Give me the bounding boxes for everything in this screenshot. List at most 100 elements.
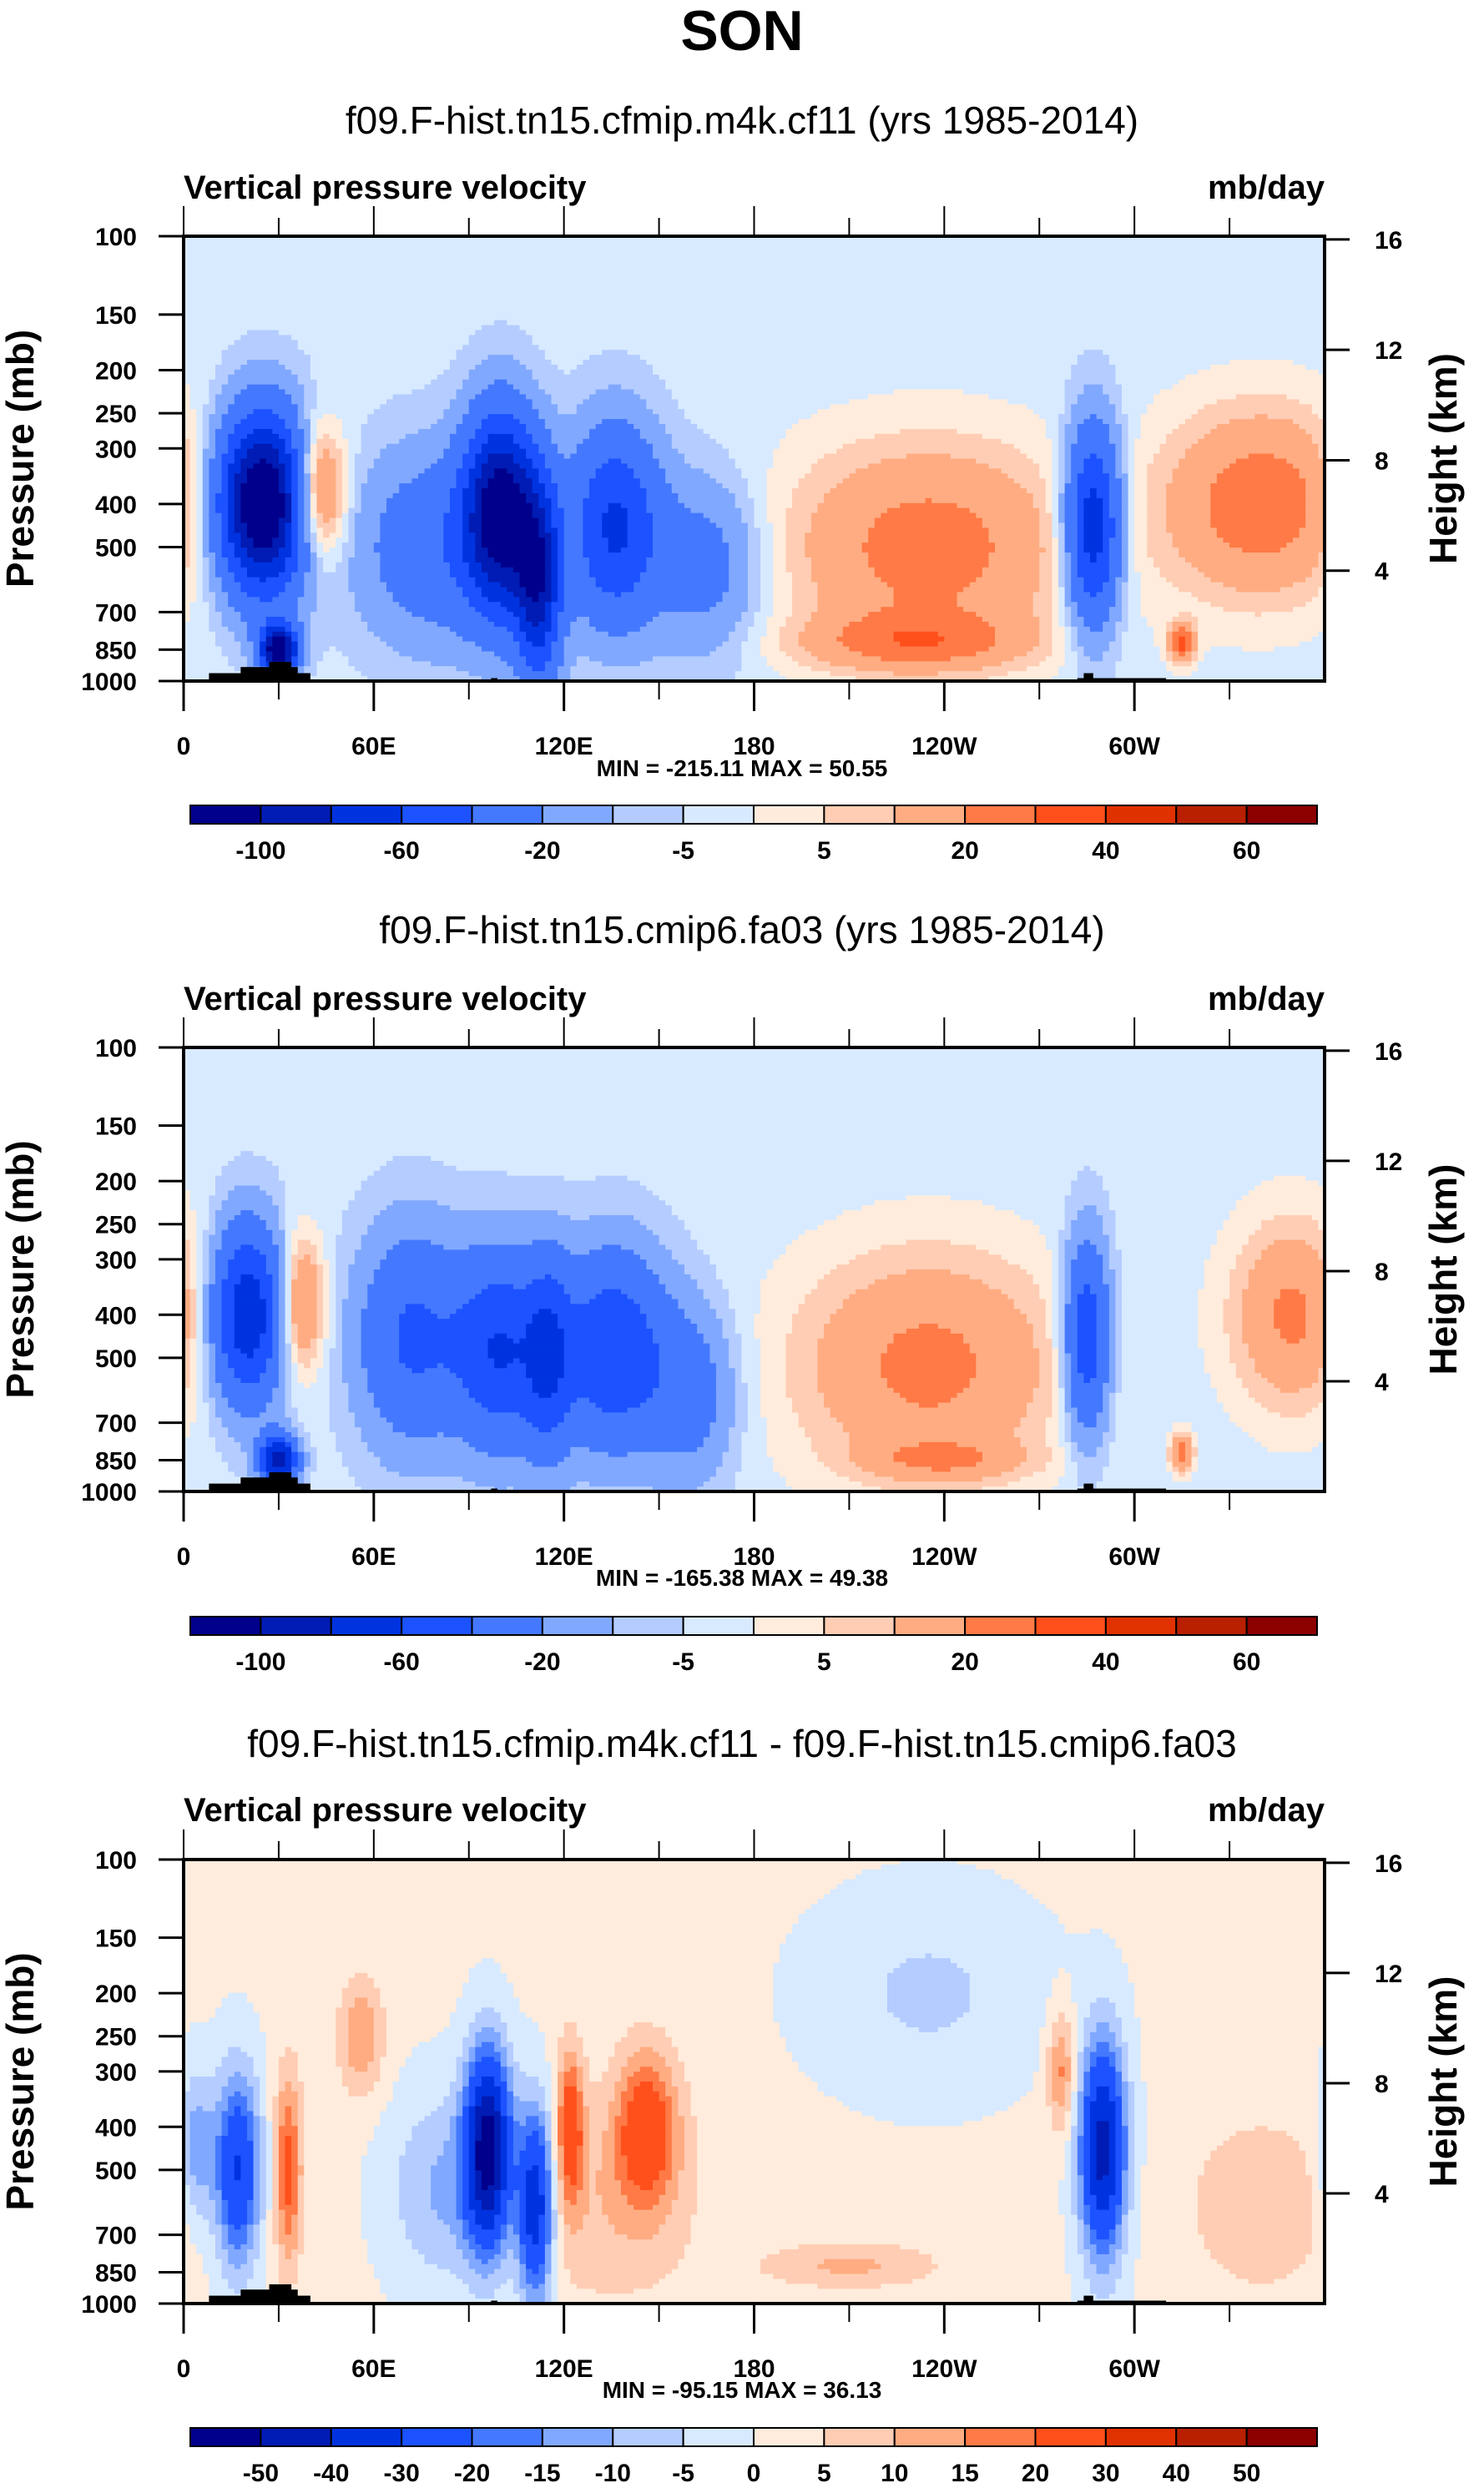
contour-cell bbox=[1071, 1451, 1085, 1458]
contour-cell bbox=[1064, 1254, 1078, 1260]
contour-cell bbox=[538, 414, 660, 420]
contour-cell bbox=[336, 458, 343, 465]
contour-cell bbox=[291, 636, 299, 643]
contour-cell bbox=[709, 1304, 729, 1310]
contour-cell bbox=[944, 636, 996, 643]
contour-cell bbox=[221, 473, 229, 479]
contour-cell bbox=[202, 1348, 209, 1355]
contour-cell bbox=[367, 1387, 470, 1394]
contour-cell bbox=[240, 617, 267, 623]
contour-cell bbox=[272, 1304, 280, 1310]
contour-cell bbox=[1121, 1299, 1199, 1305]
contour-cell bbox=[1235, 394, 1288, 401]
contour-cell bbox=[336, 1274, 350, 1280]
contour-cell bbox=[849, 1456, 895, 1463]
contour-cell bbox=[228, 1219, 267, 1226]
contour-cell bbox=[285, 1363, 292, 1369]
contour-cell bbox=[265, 1368, 280, 1374]
contour-cell bbox=[1210, 497, 1306, 504]
contour-cell bbox=[652, 1333, 704, 1340]
contour-cell bbox=[265, 656, 273, 662]
contour-cell bbox=[310, 512, 318, 519]
contour-cell bbox=[817, 1358, 881, 1364]
contour-cell bbox=[272, 543, 286, 548]
contour-cell bbox=[810, 612, 869, 618]
contour-cell bbox=[1115, 626, 1129, 633]
contour-cell bbox=[184, 567, 197, 573]
contour-cell bbox=[399, 1328, 527, 1335]
contour-cell bbox=[1286, 394, 1325, 401]
contour-cell bbox=[449, 626, 507, 633]
contour-cell bbox=[348, 453, 356, 460]
contour-cell bbox=[285, 1436, 299, 1443]
contour-cell bbox=[228, 537, 241, 543]
contour-cell bbox=[1179, 1451, 1186, 1458]
contour-cell bbox=[1198, 1446, 1269, 1453]
contour-cell bbox=[367, 1378, 463, 1384]
contour-cell bbox=[1045, 502, 1053, 509]
contour-cell bbox=[487, 433, 514, 440]
contour-cell bbox=[1090, 414, 1098, 420]
contour-cell bbox=[1115, 1314, 1123, 1320]
contour-cell bbox=[361, 448, 381, 455]
contour-cell bbox=[336, 1304, 343, 1310]
contour-cell bbox=[747, 1422, 768, 1428]
contour-cell bbox=[189, 507, 197, 514]
contour-cell bbox=[196, 1338, 204, 1345]
contour-cell bbox=[1058, 532, 1066, 538]
contour-cell bbox=[202, 404, 216, 410]
contour-cell bbox=[519, 626, 553, 633]
contour-cell bbox=[551, 562, 558, 568]
contour-cell bbox=[1058, 577, 1066, 583]
contour-cell bbox=[1191, 1432, 1199, 1438]
contour-cell bbox=[291, 646, 299, 653]
contour-cell bbox=[304, 517, 311, 524]
contour-cell bbox=[1058, 443, 1066, 450]
contour-cell bbox=[570, 1249, 590, 1255]
contour-cell bbox=[1058, 1436, 1066, 1443]
contour-cell bbox=[215, 428, 235, 435]
contour-cell bbox=[297, 553, 311, 558]
contour-cell bbox=[678, 492, 736, 499]
contour-cell bbox=[184, 360, 223, 366]
contour-cell bbox=[304, 631, 311, 638]
contour-cell bbox=[1052, 1254, 1059, 1260]
contour-cell bbox=[1090, 453, 1098, 460]
contour-cell bbox=[285, 364, 311, 371]
contour-cell bbox=[209, 384, 223, 391]
contour-cell bbox=[792, 1239, 907, 1246]
contour-cell bbox=[1115, 1382, 1123, 1389]
contour-cell bbox=[336, 1314, 343, 1320]
contour-cell bbox=[1071, 646, 1085, 653]
contour-cell bbox=[1274, 1324, 1306, 1330]
contour-cell bbox=[1248, 1279, 1325, 1285]
contour-cell bbox=[481, 389, 521, 396]
contour-cell bbox=[336, 443, 350, 450]
contour-cell bbox=[633, 1299, 679, 1305]
contour-cell bbox=[1121, 567, 1129, 573]
contour-cell bbox=[1198, 1338, 1230, 1345]
contour-cell bbox=[184, 1412, 197, 1418]
contour-cell bbox=[291, 473, 299, 479]
contour-cell bbox=[348, 448, 362, 455]
contour-cell bbox=[1064, 1466, 1078, 1472]
contour-cell bbox=[830, 661, 1002, 667]
contour-cell bbox=[272, 641, 286, 648]
contour-cell bbox=[272, 1451, 286, 1458]
contour-cell bbox=[1198, 621, 1325, 628]
contour-cell bbox=[1121, 389, 1161, 396]
contour-cell bbox=[240, 543, 255, 548]
contour-cell bbox=[766, 473, 805, 479]
contour-cell bbox=[1108, 612, 1123, 618]
contour-cell bbox=[336, 1234, 362, 1241]
contour-cell bbox=[184, 1116, 1325, 1123]
contour-cell bbox=[348, 1289, 368, 1295]
contour-cell bbox=[684, 502, 736, 509]
contour-cell bbox=[1077, 562, 1110, 568]
contour-cell bbox=[475, 488, 482, 494]
contour-cell bbox=[583, 502, 609, 509]
contour-cell bbox=[1083, 1378, 1091, 1384]
contour-cell bbox=[1045, 1309, 1053, 1315]
contour-cell bbox=[285, 557, 299, 563]
contour-cell bbox=[544, 567, 553, 573]
